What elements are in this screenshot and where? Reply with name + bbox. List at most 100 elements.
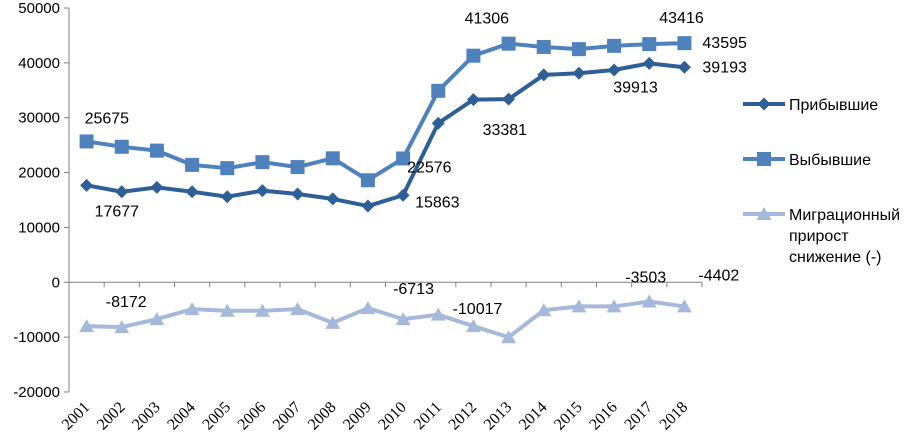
series-3-point	[465, 319, 481, 333]
series-1-point	[466, 93, 480, 107]
x-tick-label: 2005	[199, 399, 234, 434]
data-label: 15863	[415, 194, 460, 211]
series-1-point	[150, 180, 164, 194]
legend-marker-2	[757, 152, 771, 166]
series-1-point	[80, 178, 94, 192]
series-3-point	[501, 330, 517, 344]
y-tick-label: 0	[52, 274, 60, 291]
x-tick-label: 2011	[411, 399, 445, 433]
series-1-point	[607, 63, 621, 77]
data-label: -3503	[625, 270, 666, 287]
series-2-point	[431, 83, 446, 98]
y-tick-label: 30000	[18, 110, 60, 127]
x-tick-label: 2016	[586, 399, 621, 434]
series-3-point	[254, 303, 270, 317]
series-2-point	[466, 48, 481, 63]
series-1-point	[255, 184, 269, 198]
series-1-point	[431, 116, 445, 130]
legend-label: прирост	[789, 228, 849, 245]
series-3-point	[79, 319, 95, 333]
series-3-point	[184, 302, 200, 316]
x-tick-label: 2012	[446, 399, 481, 434]
x-tick-label: 2003	[129, 399, 164, 434]
data-label: -4402	[698, 267, 739, 284]
chart-series	[79, 36, 692, 344]
series-3-point	[676, 299, 692, 313]
series-2-point	[396, 151, 411, 166]
y-tick-label: 50000	[18, 0, 60, 17]
y-tick-label: 10000	[18, 219, 60, 236]
y-tick-label: -10000	[13, 329, 60, 346]
data-label: -6713	[393, 281, 434, 298]
series-3-point	[219, 303, 235, 317]
x-tick-label: 2010	[375, 399, 410, 434]
y-tick-label: 20000	[18, 165, 60, 182]
series-1-point	[642, 56, 656, 70]
legend-label: Прибывшие	[789, 97, 878, 114]
y-axis-ticks: 50000 40000 30000 20000 10000 0 -10000 -20000	[13, 0, 69, 401]
series-2-point	[114, 139, 129, 154]
x-tick-label: 2013	[481, 399, 516, 434]
series-1-point	[396, 188, 410, 202]
x-tick-label: 2017	[621, 399, 656, 434]
data-label: 39193	[702, 59, 747, 76]
data-label: 39913	[613, 79, 658, 96]
x-tick-label: 2008	[305, 399, 340, 434]
series-1-point	[185, 185, 199, 199]
x-tick-label: 2004	[164, 399, 199, 434]
series-1-point	[502, 92, 516, 106]
data-label: 22576	[407, 159, 452, 176]
x-tick-label: 2018	[657, 399, 692, 434]
series-line-2	[86, 41, 685, 183]
chart-legend: Прибывшие Выбывшие Миграционный прирост сниж…	[743, 97, 900, 266]
x-tick-label: 2009	[340, 399, 375, 434]
data-label: -10017	[453, 301, 503, 318]
series-3-point	[571, 299, 587, 313]
series-1-point	[115, 185, 129, 199]
series-1-point	[677, 60, 691, 74]
series-2-point	[149, 143, 164, 158]
series-1-point	[572, 66, 586, 80]
x-tick-label: 2006	[235, 399, 270, 434]
x-tick-label: 2002	[94, 399, 129, 434]
series-2-point	[536, 39, 551, 54]
legend-label: Миграционный	[789, 207, 900, 224]
series-3-point	[430, 307, 446, 321]
data-label: 43416	[659, 10, 704, 27]
x-tick-label: 2007	[270, 399, 305, 434]
series-2-point	[501, 36, 516, 51]
series-2-point	[255, 155, 270, 170]
series-1-point	[537, 68, 551, 82]
y-tick-label: 40000	[18, 55, 60, 72]
series-3-point	[360, 301, 376, 315]
series-line-1	[86, 61, 685, 209]
series-2-point	[79, 134, 94, 149]
series-3-point	[325, 315, 341, 329]
series-2-point	[185, 157, 200, 172]
data-label: 17677	[95, 203, 140, 220]
series-2-point	[360, 173, 375, 188]
series-3-point	[536, 303, 552, 317]
legend-marker-3	[756, 207, 772, 220]
series-2-point	[325, 151, 340, 166]
y-tick-label: -20000	[13, 384, 60, 401]
legend-label: снижение (-)	[789, 249, 881, 266]
series-2-point	[677, 36, 692, 51]
series-3-point	[606, 299, 622, 313]
series-3-point	[114, 320, 130, 334]
series-3-point	[641, 294, 657, 308]
series-1-point	[326, 192, 340, 206]
series-3-point	[290, 302, 306, 316]
legend-label: Выбывшие	[789, 152, 871, 169]
series-1-point	[291, 187, 305, 201]
data-label: 33381	[483, 122, 528, 139]
data-label: 41306	[465, 11, 510, 28]
series-2-point	[642, 37, 657, 52]
series-3-point	[149, 312, 165, 326]
data-label: 25675	[85, 110, 130, 127]
x-tick-label: 2014	[516, 399, 551, 434]
series-line-3	[86, 299, 685, 340]
x-tick-label: 2001	[59, 399, 94, 434]
series-1-point	[361, 199, 375, 213]
